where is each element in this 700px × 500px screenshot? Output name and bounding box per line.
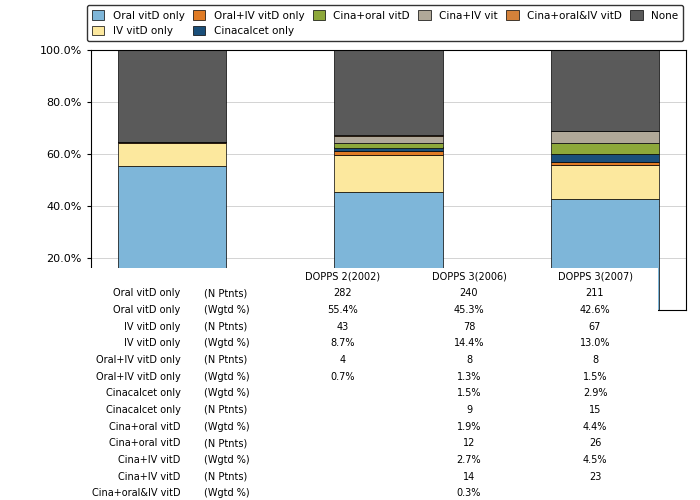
Bar: [551, 142, 659, 154]
Bar: [335, 142, 442, 148]
Bar: [551, 162, 659, 166]
Bar: [551, 131, 659, 142]
Bar: [551, 166, 659, 199]
Bar: [335, 148, 442, 152]
Bar: [118, 144, 226, 166]
Bar: [335, 152, 442, 155]
Bar: [335, 192, 442, 310]
Bar: [335, 135, 442, 136]
Bar: [335, 50, 442, 135]
Bar: [335, 136, 442, 142]
Bar: [118, 166, 226, 310]
Bar: [551, 50, 659, 131]
Legend: Oral vitD only, IV vitD only, Oral+IV vitD only, Cinacalcet only, Cina+oral vitD: Oral vitD only, IV vitD only, Oral+IV vi…: [87, 5, 683, 42]
Bar: [551, 154, 659, 162]
Bar: [551, 199, 659, 310]
Bar: [335, 155, 442, 192]
Bar: [118, 50, 226, 142]
Bar: [118, 142, 226, 144]
